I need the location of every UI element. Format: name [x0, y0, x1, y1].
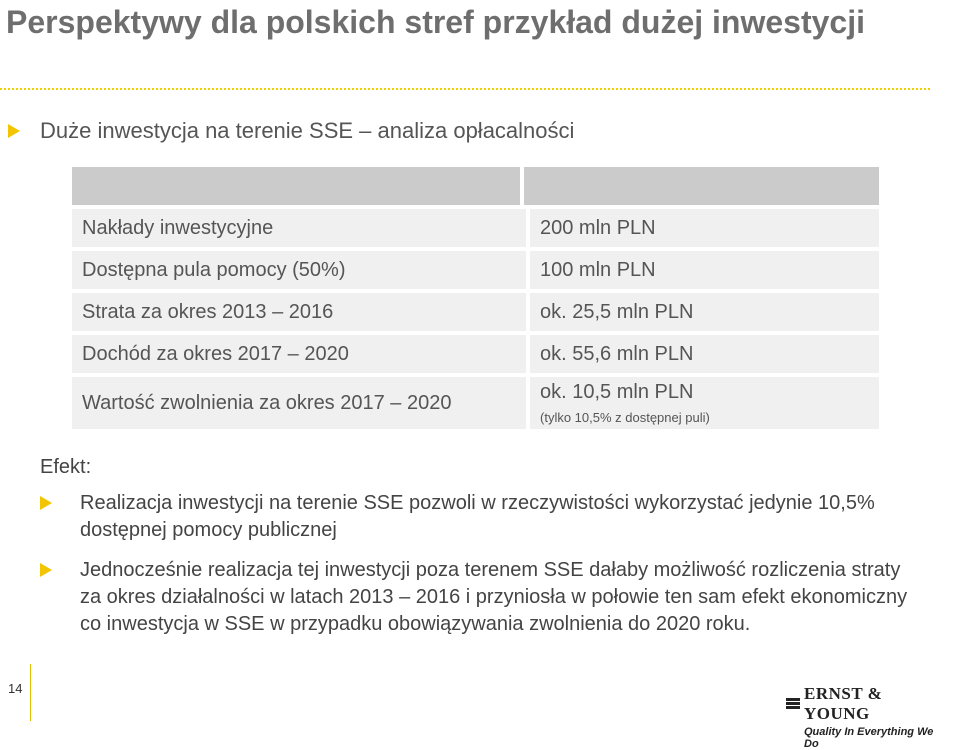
- ernst-young-logo: ERNST & YOUNG Quality In Everything We D…: [786, 684, 936, 750]
- row-value: ok. 10,5 mln PLN: [540, 381, 694, 403]
- page-number: 14: [8, 681, 23, 696]
- slide-title: Perspektywy dla polskich stref przykład …: [6, 4, 865, 40]
- row-value-cell: ok. 10,5 mln PLN (tylko 10,5% z dostępne…: [530, 377, 879, 429]
- table-row: Dostępna pula pomocy (50%) 100 mln PLN: [72, 251, 879, 289]
- row-value: ok. 25,5 mln PLN: [530, 293, 879, 331]
- effect-bullet-list: Realizacja inwestycji na terenie SSE poz…: [40, 490, 940, 651]
- investment-table: Nakłady inwestycyjne 200 mln PLN Dostępn…: [72, 167, 879, 429]
- table-row: Nakłady inwestycyjne 200 mln PLN: [72, 209, 879, 247]
- bullet-arrow-icon: [40, 563, 52, 577]
- subtitle-text: Duże inwestycja na terenie SSE – analiza…: [40, 118, 575, 143]
- bullet-text: Jednocześnie realizacja tej inwestycji p…: [80, 559, 908, 635]
- title-divider: [0, 88, 930, 90]
- table-row: Wartość zwolnienia za okres 2017 – 2020 …: [72, 377, 879, 429]
- bullet-text: Realizacja inwestycji na terenie SSE poz…: [80, 492, 875, 541]
- list-item: Realizacja inwestycji na terenie SSE poz…: [40, 490, 940, 544]
- header-cell-label: [72, 167, 521, 205]
- logo-name: ERNST & YOUNG: [804, 684, 883, 723]
- table-header: [72, 167, 879, 205]
- bullet-arrow-icon: [40, 496, 52, 510]
- table-row: Strata za okres 2013 – 2016 ok. 25,5 mln…: [72, 293, 879, 331]
- ey-mark-icon: [786, 698, 800, 710]
- row-value: 200 mln PLN: [530, 209, 879, 247]
- footer-divider: [30, 664, 31, 721]
- row-note: (tylko 10,5% z dostępnej puli): [540, 410, 710, 425]
- effect-label: Efekt:: [40, 456, 92, 478]
- row-label: Strata za okres 2013 – 2016: [72, 293, 526, 331]
- row-label: Wartość zwolnienia za okres 2017 – 2020: [72, 377, 526, 429]
- row-label: Dostępna pula pomocy (50%): [72, 251, 526, 289]
- row-value: ok. 55,6 mln PLN: [530, 335, 879, 373]
- table-row: Dochód za okres 2017 – 2020 ok. 55,6 mln…: [72, 335, 879, 373]
- header-cell-value: [524, 167, 879, 205]
- list-item: Jednocześnie realizacja tej inwestycji p…: [40, 557, 940, 638]
- row-label: Dochód za okres 2017 – 2020: [72, 335, 526, 373]
- row-value: 100 mln PLN: [530, 251, 879, 289]
- subtitle: Duże inwestycja na terenie SSE – analiza…: [8, 118, 574, 144]
- bullet-arrow-icon: [8, 124, 20, 138]
- row-label: Nakłady inwestycyjne: [72, 209, 526, 247]
- logo-tagline: Quality In Everything We Do: [804, 726, 934, 750]
